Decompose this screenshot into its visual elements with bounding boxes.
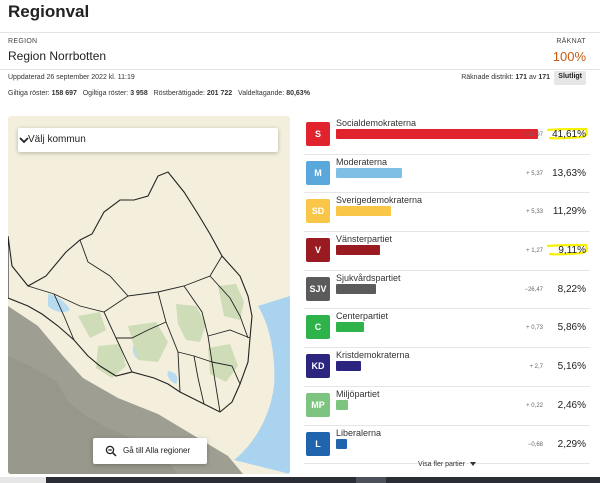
party-name: Sverigedemokraterna [336, 195, 423, 206]
party-badge: V [306, 238, 330, 263]
party-share-bar [336, 438, 347, 449]
party-percentage: 13,63% [552, 167, 586, 179]
party-change: + 1,27 [526, 248, 543, 255]
party-row-s[interactable]: S Socialdemokraterna + 11,97 41,61% [304, 116, 590, 155]
chevron-down-icon [469, 462, 476, 467]
party-change: + 5,37 [526, 170, 543, 177]
party-name: Centerpartiet [336, 311, 389, 322]
page-title: Regionval [8, 2, 90, 21]
party-percentage: 11,29% [552, 206, 586, 218]
party-row-c[interactable]: C Centerpartiet + 0,73 5,86% [304, 309, 590, 349]
party-badge: L [306, 431, 330, 456]
party-share-bar [336, 399, 348, 410]
party-percentage: 41,61% [552, 129, 586, 140]
party-badge: M [306, 160, 330, 185]
party-percentage: 5,86% [557, 322, 586, 334]
counted-percentage: 100% [552, 49, 586, 64]
party-change: + 2,7 [529, 364, 543, 371]
chevron-down-icon [19, 137, 29, 144]
party-percentage: 8,22% [557, 283, 586, 295]
party-badge: S [306, 122, 330, 146]
vote-stats: Giltiga röster: 158 697 Ogiltiga röster:… [8, 90, 310, 97]
kommun-select-label: Välj kommun [28, 134, 86, 145]
party-percentage: 9,11% [558, 245, 586, 257]
show-more-label: Visa fler partier [418, 461, 465, 468]
party-badge: SJV [306, 276, 330, 301]
final-badge: Slutligt [554, 71, 586, 85]
party-row-mp[interactable]: MP Miljöpartiet + 0,22 2,46% [304, 387, 590, 426]
districts-counted: Räknade distrikt: 171 av 171 [461, 74, 550, 81]
party-share-bar [336, 245, 380, 256]
party-change: + 0,22 [526, 402, 543, 409]
party-percentage: 5,16% [557, 361, 586, 373]
party-row-kd[interactable]: KD Kristdemokraterna + 2,7 5,16% [304, 348, 590, 387]
party-row-m[interactable]: M Moderaterna + 5,37 13,63% [304, 155, 590, 194]
party-share-bar [336, 283, 376, 294]
party-percentage: 2,46% [557, 399, 586, 411]
party-name: Miljöpartiet [336, 388, 380, 399]
stat-turnout: Valdeltagande: 80,63% [238, 90, 310, 97]
party-name: Kristdemokraterna [336, 350, 410, 361]
party-badge: KD [306, 354, 330, 379]
party-name: Vänsterpartiet [336, 234, 393, 245]
party-percentage: 2,29% [557, 438, 586, 450]
party-name: Socialdemokraterna [336, 118, 417, 128]
show-more-parties[interactable]: Visa fler partier [304, 461, 590, 468]
party-share-bar [336, 206, 391, 217]
all-regions-label: Gå till Alla regioner [123, 446, 191, 455]
stat-valid: Giltiga röster: 158 697 [8, 90, 77, 97]
region-header: REGION Region Norrbotten RÄKNAT 100% [0, 32, 600, 70]
sea-area [234, 296, 290, 474]
party-name: Moderaterna [336, 156, 388, 167]
updated-timestamp: Uppdaterad 26 september 2022 kl. 11:19 [8, 74, 135, 81]
neighbor-region [8, 306, 243, 474]
highlight-marker [546, 243, 588, 256]
party-results: S Socialdemokraterna + 11,97 41,61% M Moderat… [304, 116, 590, 465]
all-regions-button[interactable]: Gå till Alla regioner [93, 438, 207, 464]
taskbar-strip [0, 477, 600, 483]
region-label: REGION [8, 38, 38, 45]
kommun-select[interactable]: Välj kommun [18, 128, 278, 152]
counted-label: RÄKNAT [556, 38, 586, 45]
party-change: + 5,33 [526, 209, 543, 216]
party-change: + 11,97 [523, 132, 543, 138]
stat-invalid: Ogiltiga röster: 3 958 [82, 90, 148, 97]
region-name: Region Norrbotten [8, 49, 107, 63]
party-badge: SD [306, 199, 330, 224]
party-change: + 0,73 [526, 325, 543, 332]
region-map[interactable]: Välj kommun Gå till Alla regioner [8, 116, 290, 474]
party-share-bar [336, 361, 361, 372]
party-change: −0,68 [527, 441, 543, 448]
party-row-sd[interactable]: SD Sverigedemokraterna + 5,33 11,29% [304, 193, 590, 233]
party-row-l[interactable]: L Liberalerna −0,68 2,29% [304, 426, 590, 465]
party-share-bar [336, 129, 538, 139]
party-badge: MP [306, 392, 330, 417]
party-badge: C [306, 315, 330, 340]
party-share-bar [336, 322, 364, 333]
highlight-marker [546, 127, 588, 140]
party-row-sjv[interactable]: SJV Sjukvårdspartiet −26,47 8,22% [304, 271, 590, 310]
party-change: −26,47 [524, 286, 543, 293]
party-row-v[interactable]: V Vänsterpartiet + 1,27 9,11% [304, 232, 590, 271]
stat-eligible: Röstberättigade: 201 722 [153, 90, 233, 97]
party-name: Liberalerna [336, 427, 382, 438]
zoom-out-icon [105, 445, 117, 457]
party-share-bar [336, 167, 402, 178]
party-name: Sjukvårdspartiet [336, 272, 401, 283]
norrbotten-outline [8, 171, 253, 413]
map-canvas[interactable] [8, 116, 290, 474]
